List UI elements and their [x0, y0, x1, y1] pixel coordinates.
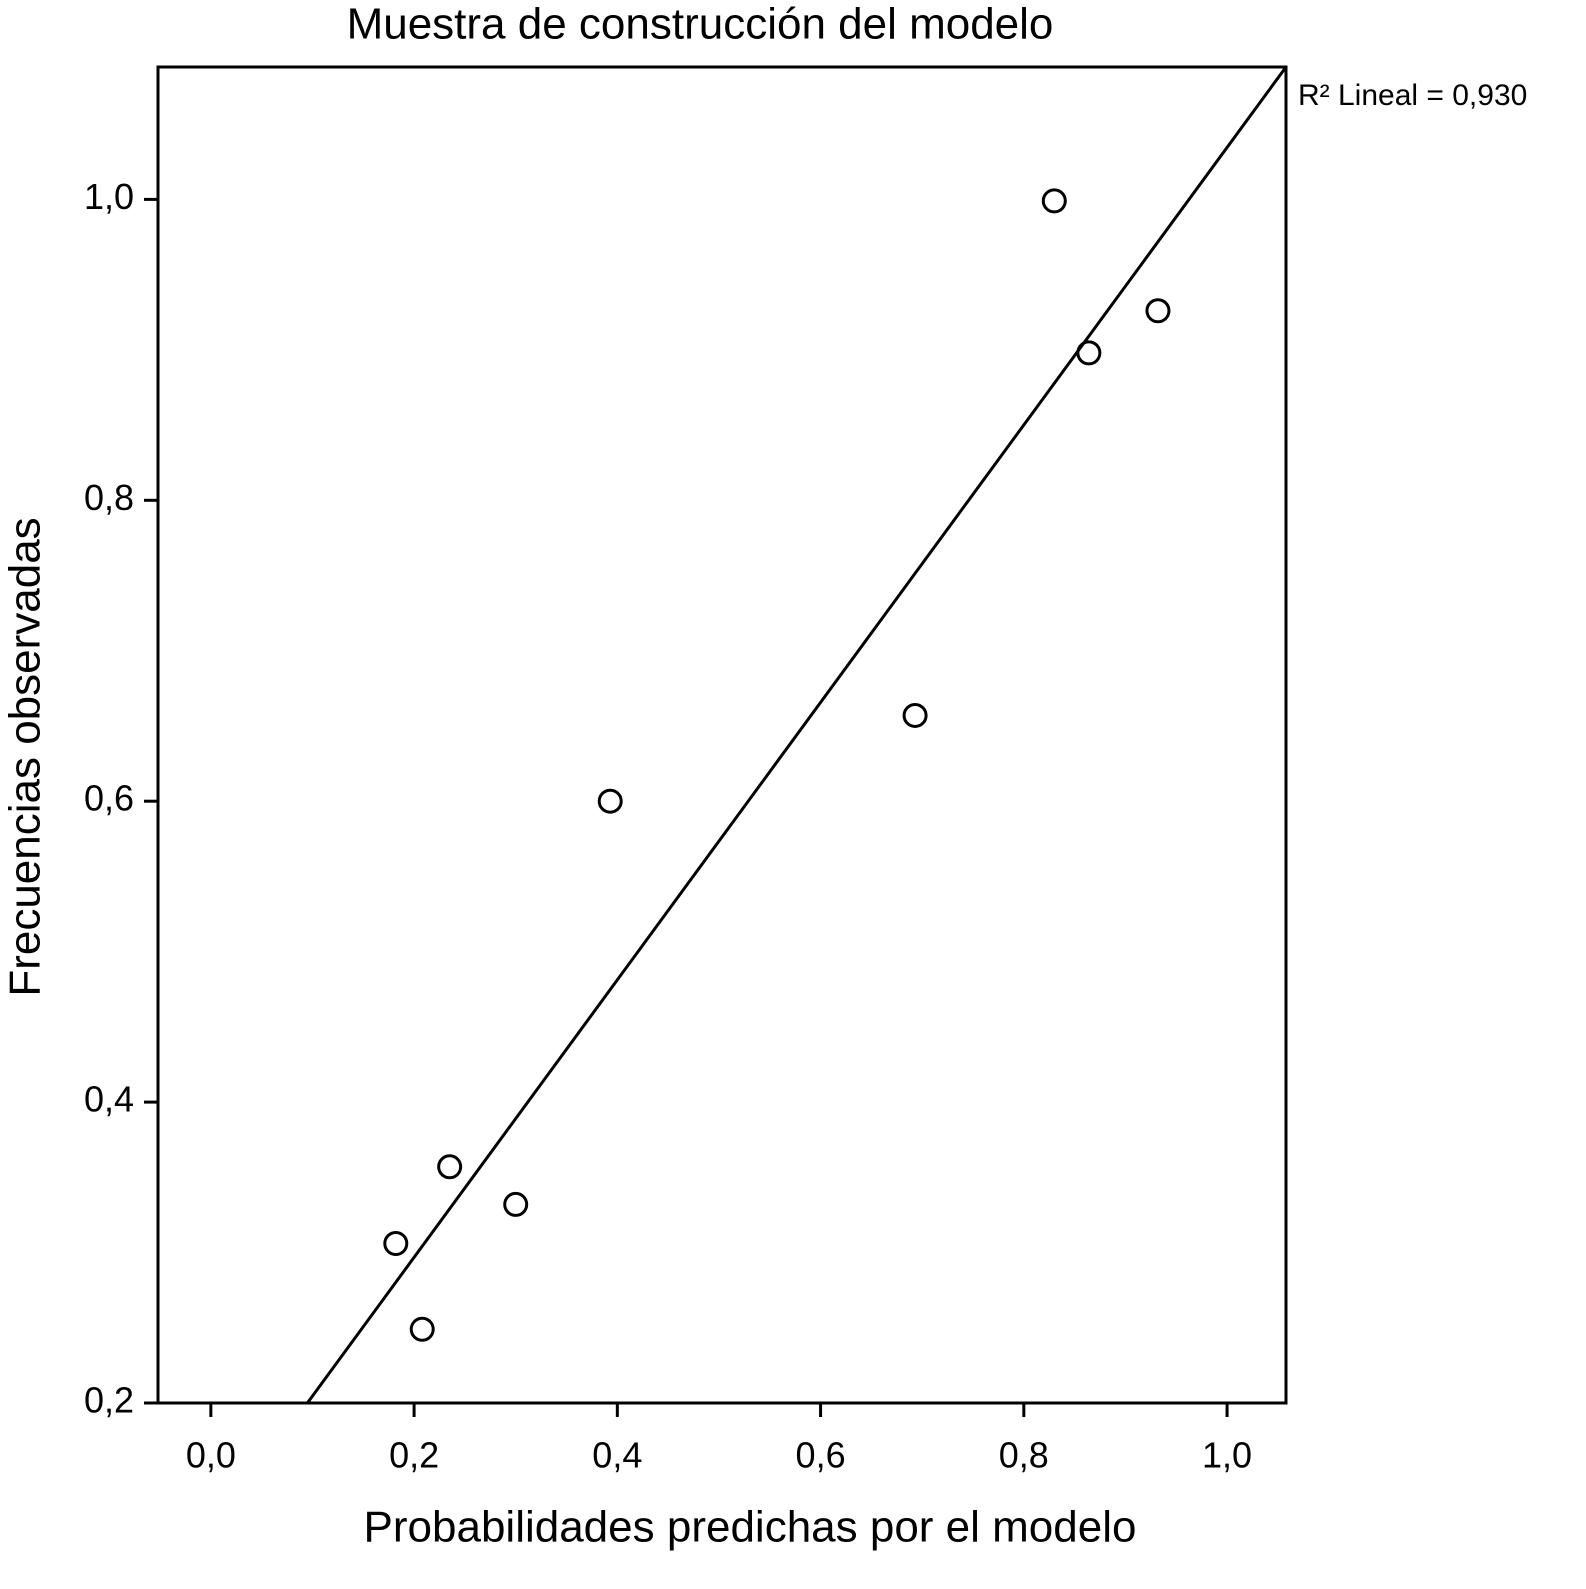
- plot-frame: [156, 65, 1288, 1405]
- x-tick-label: 1,0: [1202, 1435, 1252, 1476]
- y-tick-label: 1,0: [84, 176, 134, 217]
- annotation: R² Lineal = 0,930: [1298, 79, 1527, 112]
- x-tick-label: 0,4: [592, 1435, 642, 1476]
- point: [1076, 340, 1102, 366]
- point: [902, 702, 928, 728]
- x-tick-label: 0,6: [796, 1435, 846, 1476]
- point: [1041, 188, 1067, 214]
- chart-title: Muestra de construcción del modelo: [347, 0, 1054, 49]
- point: [383, 1231, 409, 1257]
- x-tick-label: 0,0: [186, 1435, 236, 1476]
- x-axis-label: Probabilidades predichas por el modelo: [364, 1503, 1137, 1552]
- y-tick-label: 0,4: [84, 1079, 134, 1120]
- point: [409, 1316, 435, 1342]
- point: [503, 1191, 529, 1217]
- y-tick-label: 0,6: [84, 778, 134, 819]
- fit-line: [306, 66, 1288, 1404]
- y-tick-label: 0,8: [84, 477, 134, 518]
- y-tick-label: 0,2: [84, 1380, 134, 1421]
- y-axis-label: Frecuencias observadas: [1, 517, 50, 996]
- point: [1145, 298, 1171, 324]
- point: [437, 1154, 463, 1180]
- x-tick-label: 0,8: [999, 1435, 1049, 1476]
- point: [597, 788, 623, 814]
- x-tick-label: 0,2: [389, 1435, 439, 1476]
